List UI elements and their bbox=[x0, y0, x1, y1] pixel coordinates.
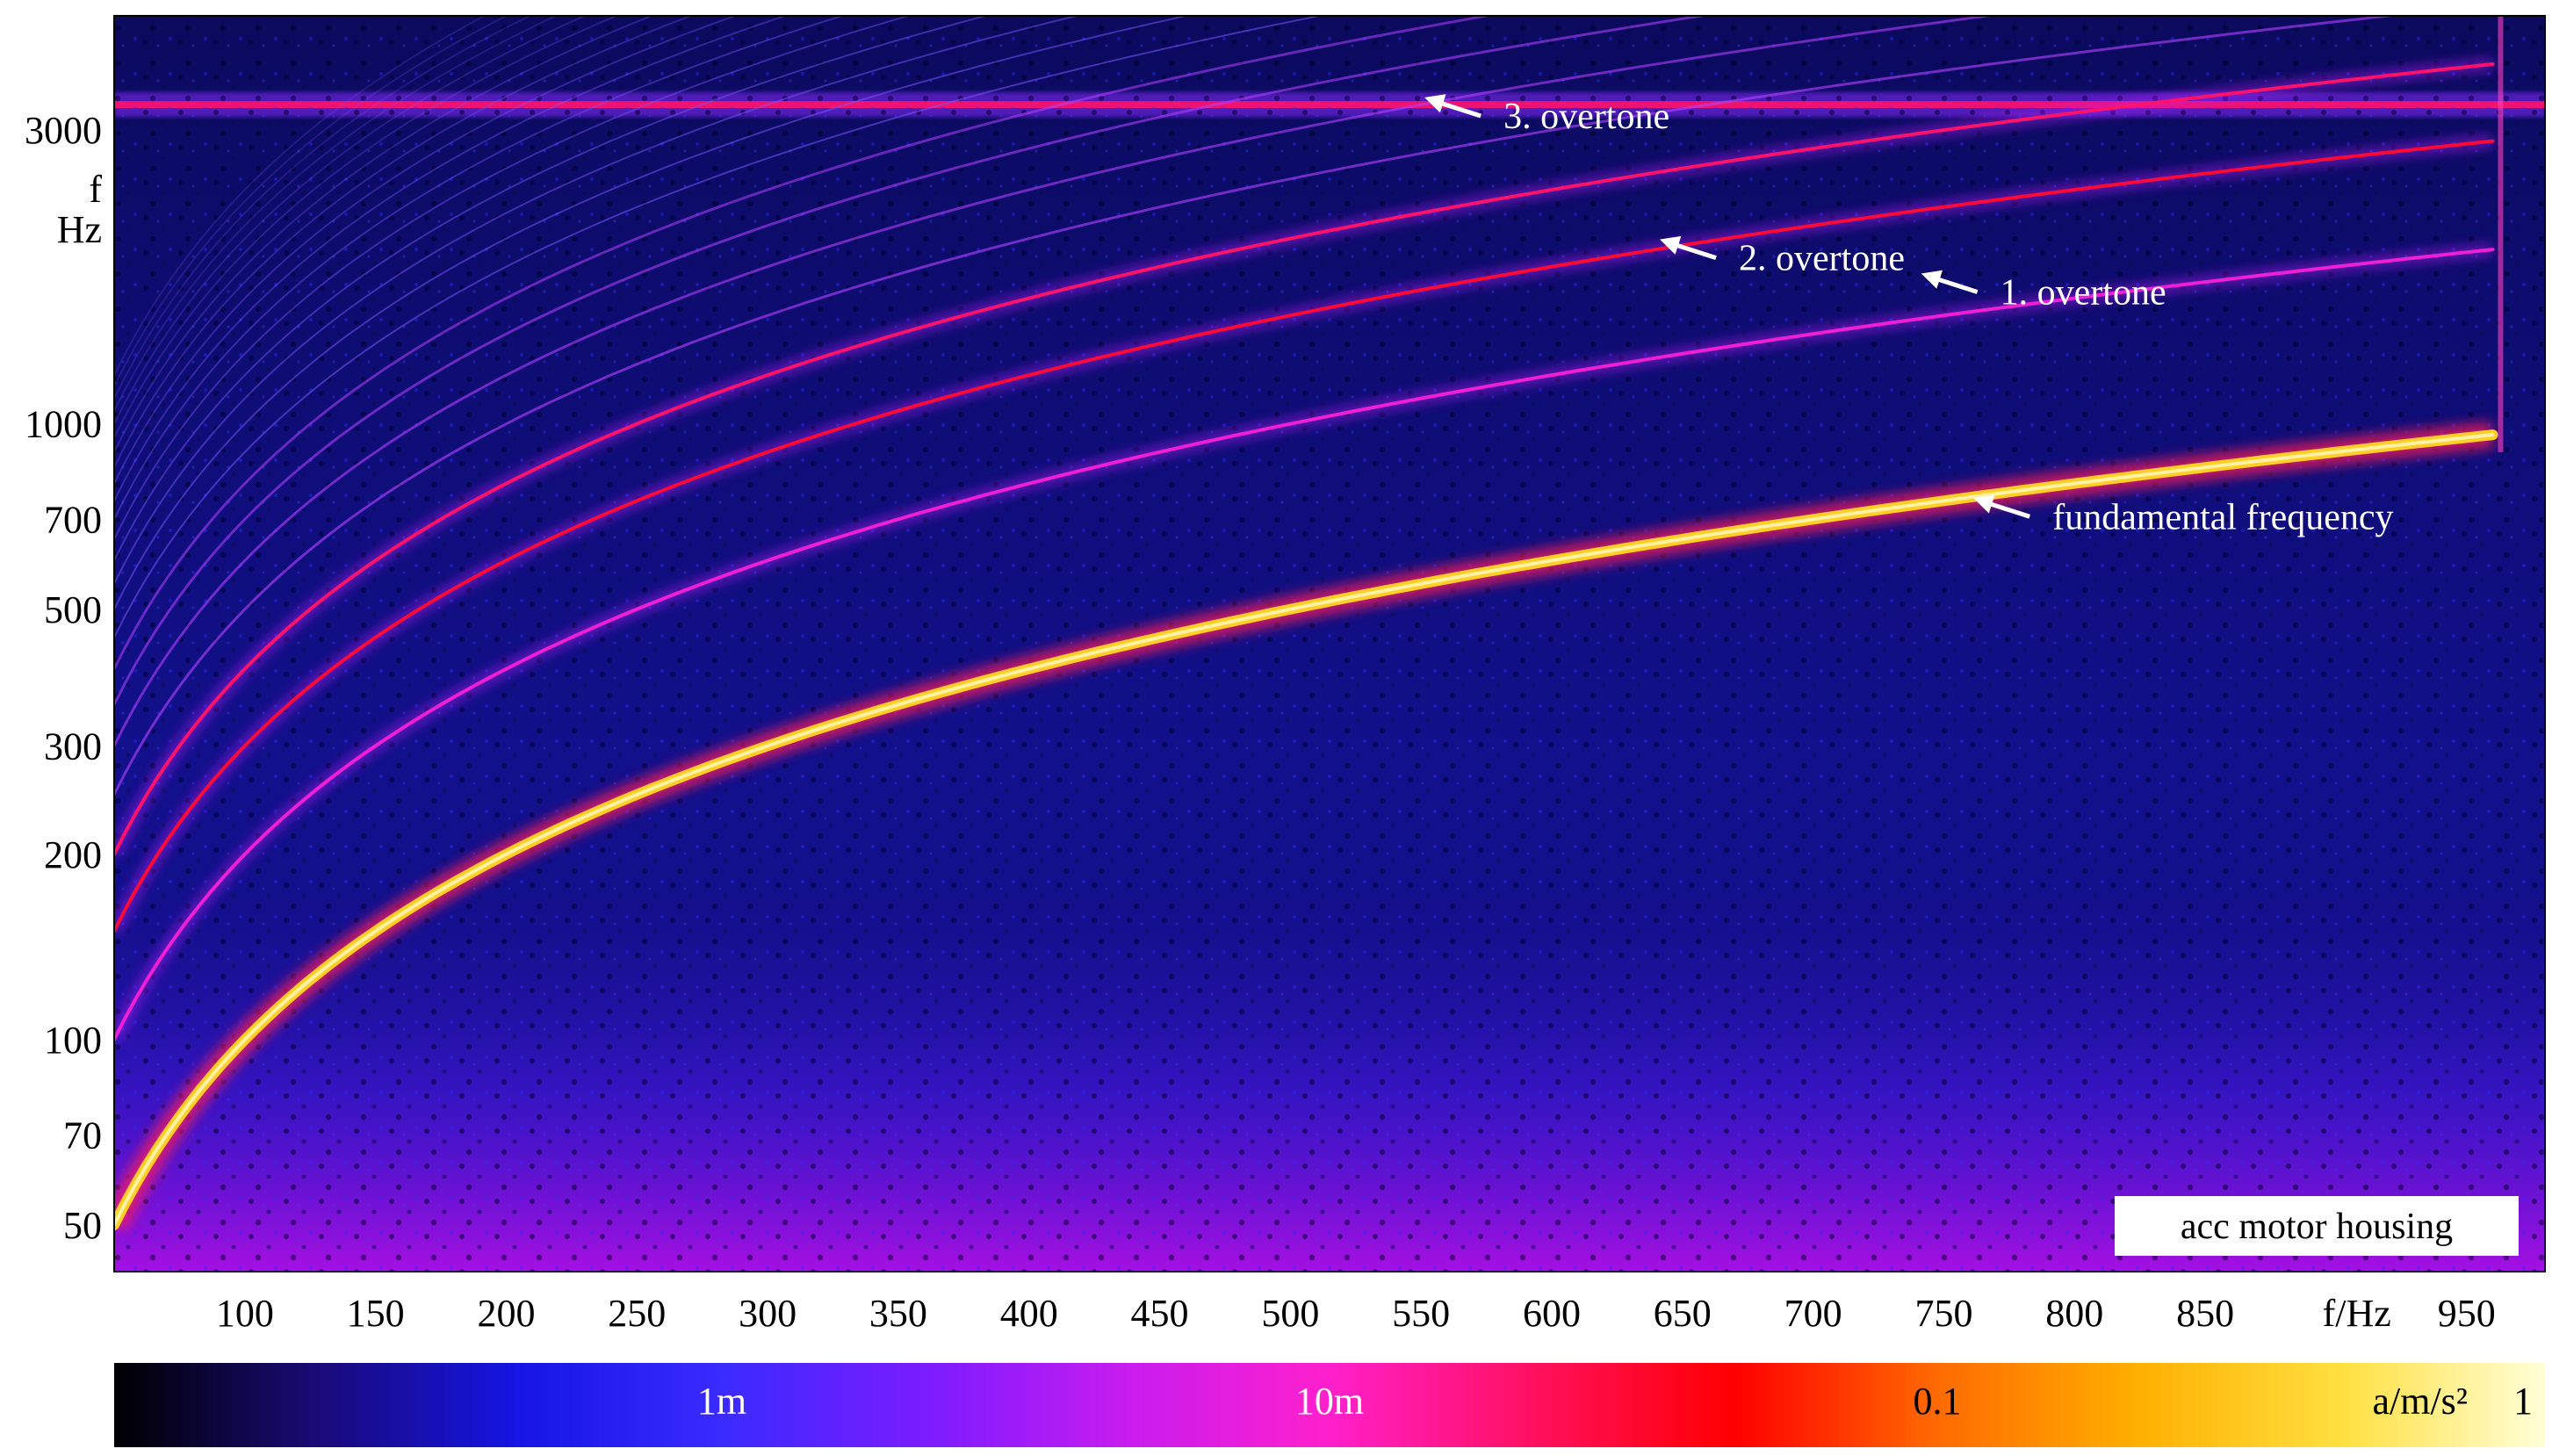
x-tick-label: 850 bbox=[2176, 1292, 2234, 1335]
y-tick-label: 70 bbox=[63, 1114, 102, 1157]
y-axis-label-line2: Hz bbox=[57, 208, 102, 251]
annotation-arrow-head bbox=[1921, 270, 1943, 289]
annotation-label: 2. overtone bbox=[1739, 239, 1905, 279]
badge-label: acc motor housing bbox=[2181, 1207, 2453, 1247]
higher-harmonic-curve bbox=[114, 16, 559, 412]
annotation-arrow-head bbox=[1973, 494, 1995, 514]
x-axis-ticks: 100 150 200 250 300 350 400 450 500 550 600 650 700 7… bbox=[216, 1292, 2496, 1335]
higher-harmonic-curve bbox=[114, 16, 1495, 670]
x-tick-label: 100 bbox=[216, 1292, 274, 1335]
colorbar-labels: 1m 10m 0.1 1 bbox=[697, 1380, 2533, 1423]
higher-harmonic-curve bbox=[114, 16, 654, 453]
y-tick-label: 200 bbox=[44, 833, 102, 876]
x-tick-label: 400 bbox=[1000, 1292, 1058, 1335]
annotation-label: fundamental frequency bbox=[2052, 497, 2393, 537]
higher-harmonic-curve bbox=[114, 16, 1711, 706]
y-tick-label: 500 bbox=[44, 588, 102, 631]
higher-harmonic-curve bbox=[114, 16, 912, 540]
x-tick-label: 950 bbox=[2438, 1292, 2496, 1335]
higher-harmonic-curve bbox=[114, 16, 846, 520]
higher-harmonic-curve bbox=[114, 16, 588, 425]
overtone-curve bbox=[114, 248, 2495, 1042]
annotation: 3. overtone bbox=[1424, 94, 1669, 137]
overtone-curve bbox=[114, 62, 2495, 856]
colorbar-tick-label: 1m bbox=[697, 1380, 746, 1423]
x-tick-label: 600 bbox=[1523, 1292, 1581, 1335]
higher-harmonic-curve bbox=[114, 16, 1324, 638]
x-tick-label: 550 bbox=[1392, 1292, 1450, 1335]
y-tick-label: 300 bbox=[44, 724, 102, 768]
colorbar-tick-label: 1 bbox=[2513, 1380, 2533, 1423]
y-tick-label: 700 bbox=[44, 498, 102, 541]
higher-harmonic-curve bbox=[114, 16, 738, 485]
plot-frame bbox=[113, 15, 2546, 1272]
higher-harmonic-curve bbox=[114, 16, 532, 400]
annotation: fundamental frequency bbox=[1973, 494, 2394, 537]
colorbar-tick-label: 0.1 bbox=[1914, 1380, 1962, 1423]
higher-harmonic-curve bbox=[114, 16, 1080, 585]
x-tick-label: 200 bbox=[477, 1292, 535, 1335]
colorbar-unit: a/m/s² bbox=[2372, 1380, 2468, 1423]
plot-area bbox=[113, 15, 2546, 1272]
end-of-run-streak bbox=[2498, 16, 2504, 452]
measurement-badge: acc motor housing bbox=[2115, 1196, 2519, 1256]
x-tick-label: 250 bbox=[608, 1292, 666, 1335]
noise-texture bbox=[114, 16, 2545, 1272]
annotation-arrow-head bbox=[1660, 235, 1682, 255]
harmonic-curves-layer bbox=[114, 16, 2504, 1231]
y-tick-label: 1000 bbox=[25, 403, 102, 446]
higher-harmonic-curve bbox=[114, 16, 1190, 610]
x-tick-label: 650 bbox=[1654, 1292, 1712, 1335]
higher-harmonic-curve bbox=[114, 16, 2401, 796]
x-tick-label: 800 bbox=[2045, 1292, 2103, 1335]
x-tick-label: 450 bbox=[1131, 1292, 1189, 1335]
annotation: 2. overtone bbox=[1660, 235, 1905, 279]
higher-harmonic-curve bbox=[114, 16, 694, 468]
annotation: 1. overtone bbox=[1921, 270, 2166, 314]
y-axis-ticks: 50 70 100 200 300 500 700 1000 3000 bbox=[25, 109, 102, 1247]
higher-harmonic-curve bbox=[114, 16, 989, 561]
fundamental-frequency-core bbox=[114, 433, 2495, 1227]
x-tick-label: 350 bbox=[869, 1292, 927, 1335]
annotation-label: 1. overtone bbox=[2001, 273, 2166, 314]
badge-box bbox=[2115, 1196, 2519, 1256]
higher-harmonic-curve bbox=[114, 16, 789, 501]
y-tick-label: 3000 bbox=[25, 109, 102, 152]
higher-harmonic-curve bbox=[114, 16, 619, 438]
x-tick-label: 750 bbox=[1914, 1292, 1972, 1335]
higher-harmonic-curve bbox=[114, 16, 1998, 746]
annotation-arrow-head bbox=[1424, 94, 1446, 113]
overtone-curve bbox=[114, 139, 2495, 933]
y-tick-label: 100 bbox=[44, 1019, 102, 1062]
y-axis-label-line1: f bbox=[89, 168, 102, 211]
y-tick-label: 50 bbox=[63, 1204, 102, 1247]
colorbar-strip bbox=[114, 1363, 2545, 1447]
colorbar: 1m 10m 0.1 1 a/m/s² bbox=[114, 1363, 2545, 1447]
x-tick-label: 150 bbox=[347, 1292, 405, 1335]
annotations-layer: 3. overtone 2. overtone 1. overtone fundame… bbox=[1424, 94, 2394, 537]
x-tick-label: 300 bbox=[739, 1292, 797, 1335]
annotation-label: 3. overtone bbox=[1503, 97, 1669, 137]
x-tick-label: 500 bbox=[1261, 1292, 1319, 1335]
colorbar-tick-label: 10m bbox=[1295, 1380, 1364, 1423]
x-axis-label: f/Hz bbox=[2323, 1292, 2391, 1335]
x-tick-label: 700 bbox=[1784, 1292, 1842, 1335]
